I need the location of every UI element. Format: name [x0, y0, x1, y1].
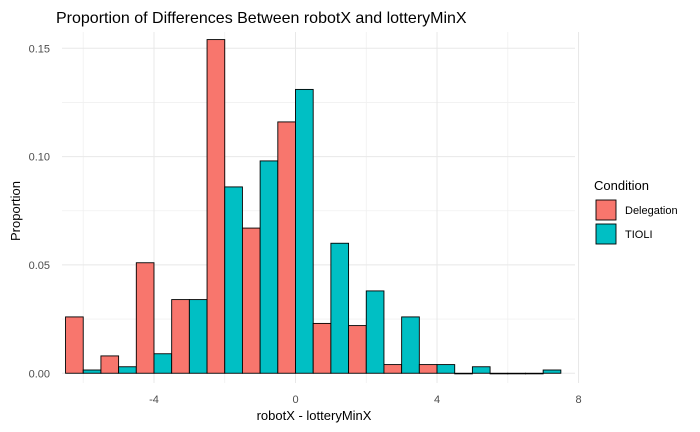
bar-tioli-4	[436, 364, 456, 374]
bar-tioli--3	[188, 299, 208, 374]
x-axis-title: robotX - lotteryMinX	[257, 408, 372, 423]
bar-delegation-4	[418, 364, 438, 374]
bar-tioli--2	[224, 186, 243, 374]
legend-label-tioli: TIOLI	[625, 229, 653, 241]
bar-delegation--6	[65, 316, 84, 374]
bar-delegation-2	[348, 325, 367, 374]
bar-delegation--2	[206, 39, 226, 374]
legend-title: Condition	[594, 178, 649, 193]
x-tick-label: 4	[434, 394, 440, 406]
chart-title: Proportion of Differences Between robotX…	[56, 10, 467, 27]
bar-tioli--6	[82, 369, 102, 374]
bar-tioli-5	[471, 366, 491, 374]
bars	[65, 39, 562, 375]
bar-delegation-7	[525, 372, 544, 375]
x-tick-label: -4	[149, 394, 159, 406]
bar-delegation--4	[135, 262, 155, 374]
y-tick-label: 0.00	[29, 368, 50, 380]
y-axis-ticks: 0.00 0.05 0.10 0.15	[29, 43, 50, 380]
bar-tioli-3	[401, 316, 420, 374]
bar-tioli-2	[365, 290, 385, 374]
bar-tioli-1	[330, 242, 350, 374]
x-tick-label: 0	[292, 394, 298, 406]
legend-label-delegation: Delegation	[625, 205, 678, 217]
bar-delegation--3	[171, 299, 190, 374]
bar-delegation-1	[312, 322, 332, 374]
bar-tioli--1	[259, 160, 279, 374]
bar-delegation-0	[277, 121, 296, 374]
x-tick-label: 8	[575, 394, 581, 406]
x-axis-ticks: -4 0 4 8	[149, 394, 582, 406]
y-axis-title: Proportion	[8, 181, 23, 241]
bar-tioli-7	[542, 369, 562, 374]
legend-key-delegation	[595, 199, 617, 221]
legend-key-tioli	[595, 223, 617, 245]
y-tick-label: 0.15	[29, 43, 50, 55]
bar-tioli-0	[295, 88, 314, 374]
bar-delegation--1	[241, 227, 261, 374]
bar-delegation-5	[454, 372, 473, 375]
y-tick-label: 0.10	[29, 152, 50, 164]
bar-tioli-6	[507, 372, 526, 375]
bar-delegation--5	[100, 355, 120, 374]
y-tick-label: 0.05	[29, 260, 50, 272]
legend: Condition Delegation TIOLI	[594, 178, 678, 245]
bar-tioli--4	[153, 353, 173, 374]
bar-tioli--5	[118, 366, 137, 374]
bar-delegation-3	[383, 364, 403, 374]
bar-delegation-6	[489, 372, 509, 375]
